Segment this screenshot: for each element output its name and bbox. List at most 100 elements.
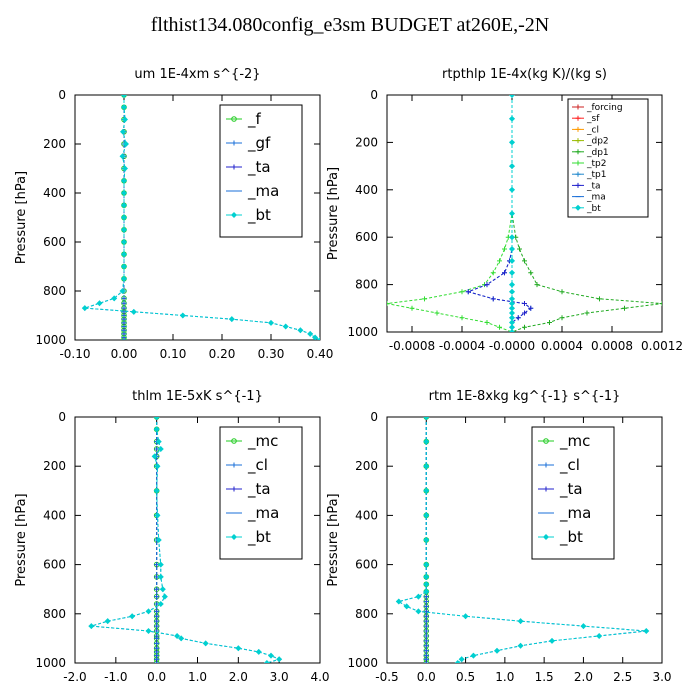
x-tick-label: 4.0 [310,670,329,684]
data-point [423,581,430,588]
data-point [423,417,430,420]
legend: _f _gf _ta _ma _bt [219,104,303,238]
data-point [121,251,127,258]
data-point [153,487,160,494]
legend-entry: _dp1 [572,148,609,158]
data-point [178,635,185,642]
y-tick-label: 0 [58,410,66,424]
data-point [231,140,237,146]
data-point [423,512,430,519]
x-tick-label: 3.0 [652,670,671,684]
series-tp2 [387,95,515,332]
data-point [509,234,515,241]
plot-area [88,417,283,663]
x-tick-label: 2.5 [613,670,632,684]
data-point [575,126,581,132]
data-point [153,417,160,420]
data-point [231,212,237,218]
data-point [575,182,581,188]
data-point [575,149,581,155]
chart-title: thlm 1E-5xK s^{-1} [132,389,263,404]
legend-label: _ma [247,504,279,523]
data-point [276,656,283,663]
legend-entry: _ta [226,158,271,177]
y-tick-label: 1000 [347,656,378,670]
series-tp1 [465,95,534,332]
data-point [434,310,440,316]
data-point [509,163,515,170]
y-tick-label: 600 [43,558,66,572]
data-point [534,282,540,288]
data-point [121,337,127,340]
data-point [154,463,161,470]
data-point [509,329,515,332]
legend-label: _f [247,110,262,129]
data-point [549,637,555,644]
data-point [157,600,164,607]
x-tick-label: 0.0008 [591,339,633,353]
data-point [231,116,237,122]
data-point [231,438,237,444]
chart-title: rtpthlp 1E-4x(kg K)/(kg s) [442,67,607,82]
data-point [622,305,627,311]
data-point [528,305,534,311]
data-point [119,153,126,160]
data-point [543,462,549,468]
data-point [522,310,527,316]
data-point [403,603,410,610]
legend-entry: _dp2 [572,137,609,147]
legend-entry: _bt [538,528,583,547]
data-point [509,300,515,307]
legend-entry: _bt [572,204,601,214]
y-tick-label: 800 [355,278,378,292]
data-point [509,95,515,98]
data-point [547,320,552,326]
data-point [121,177,127,184]
data-point [395,598,402,605]
legend-entry: _mc [538,432,590,451]
data-point [575,160,581,166]
x-tick-label: 0.00 [111,347,138,361]
data-point [423,487,430,494]
legend-entry: _bt [226,528,271,547]
data-point [502,246,507,252]
x-tick-label: 0.40 [307,347,334,361]
legend-box [567,98,649,218]
legend-entry: _f [226,110,262,129]
chart-panel-1: rtpthlp 1E-4x(kg K)/(kg s) Pressure [hPa]… [326,67,683,353]
x-tick-label: 0.0 [417,670,436,684]
legend-entry: _ta [226,480,271,499]
data-point [145,608,152,615]
x-tick-label: 0.20 [209,347,236,361]
y-tick-label: 0 [370,88,378,102]
data-point [202,640,209,647]
data-point [422,296,427,302]
legend-label: _dp2 [586,137,609,147]
legend-entry: _ma [226,504,279,523]
data-point [179,312,186,319]
data-point [490,296,496,302]
legend-label: _ma [586,193,606,203]
data-point [470,652,477,659]
legend-label: _gf [247,134,271,153]
data-point [423,573,430,580]
data-point [597,296,602,302]
data-point [509,246,515,253]
data-point [423,561,430,568]
data-point [484,282,490,288]
series-line [466,95,532,332]
x-tick-label: -0.0000 [489,339,535,353]
data-point [522,301,527,307]
data-point [154,512,161,519]
data-point [130,308,137,315]
x-tick-label: 0.30 [258,347,285,361]
legend-label: _ma [559,504,591,523]
data-point [509,281,515,288]
data-point [517,642,524,649]
data-point [584,310,590,316]
y-tick-label: 200 [355,135,378,149]
data-point [575,104,581,110]
legend-entry: _bt [226,206,271,225]
data-point [515,315,521,321]
